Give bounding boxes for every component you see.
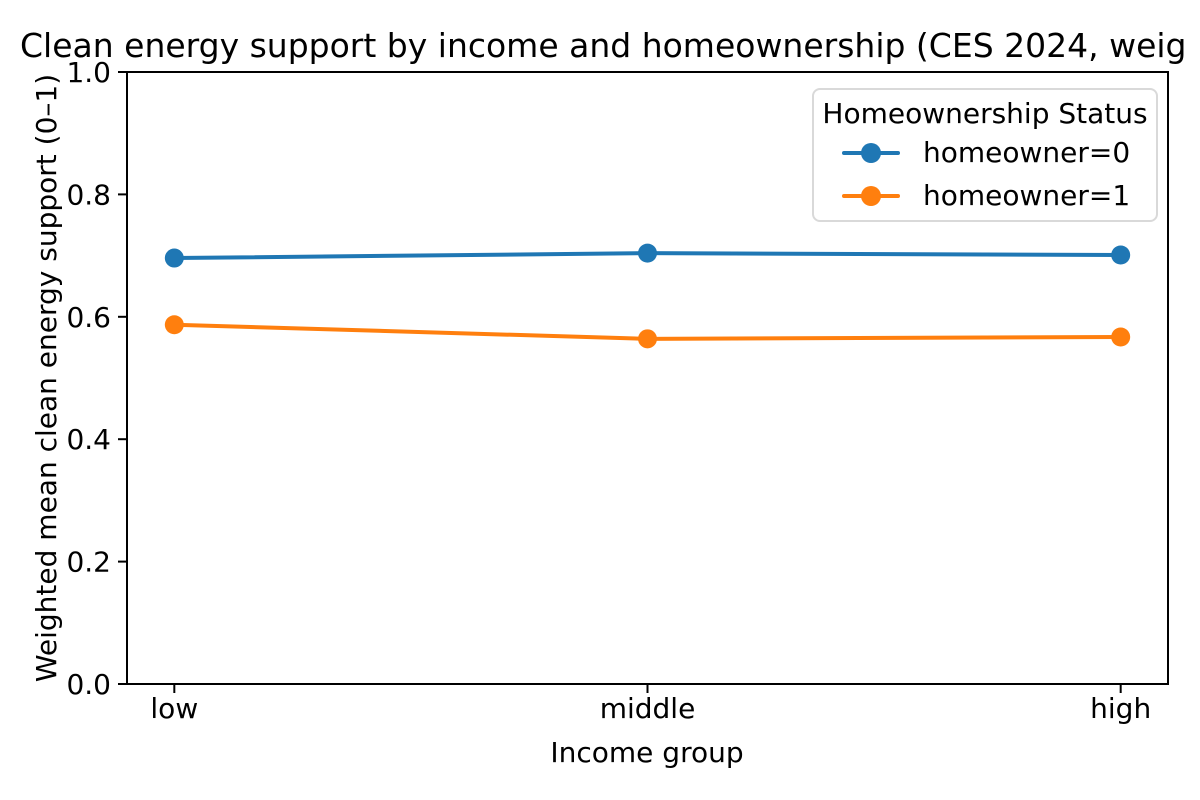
legend-entry-homeowner-0: homeowner=0 [814,131,1156,174]
legend-entry-label: homeowner=0 [923,136,1131,169]
data-point-homeowner=0-middle [638,243,657,263]
x-tick-label: low [150,692,198,725]
plot-area: 0.0 0.2 0.4 0.6 0.8 1.0 low middle high [66,56,1169,725]
chart-title: Clean energy support by income and homeo… [20,26,1187,65]
y-tick-label: 0.8 [66,178,111,211]
y-tick-label: 0.4 [66,423,111,456]
x-tick-label: middle [600,692,696,725]
data-point-homeowner=1-middle [638,329,657,349]
y-axis-label: Weighted mean clean energy support (0–1) [30,74,63,682]
data-point-homeowner=1-high [1111,327,1131,347]
legend-title: Homeownership Status [822,97,1148,130]
y-tick-label: 1.0 [66,56,111,89]
data-point-homeowner=0-low [164,248,184,268]
legend-entry-homeowner-1: homeowner=1 [814,174,1156,217]
y-tick-label: 0.0 [66,668,111,701]
legend-line-marker-icon [842,185,900,207]
y-tick-label: 0.6 [66,301,111,334]
x-axis-label: Income group [550,736,743,769]
x-tick-label: high [1090,692,1151,725]
legend: Homeownership Status homeowner=0 homeown… [812,88,1158,222]
data-point-homeowner=1-low [164,315,184,335]
y-tick-label: 0.2 [66,546,111,579]
legend-line-marker-icon [842,142,900,164]
legend-entry-label: homeowner=1 [923,179,1131,212]
data-point-homeowner=0-high [1111,245,1131,265]
